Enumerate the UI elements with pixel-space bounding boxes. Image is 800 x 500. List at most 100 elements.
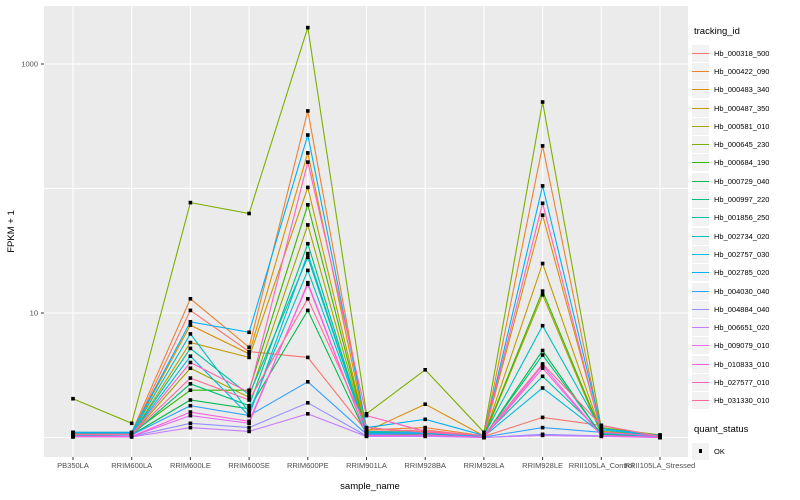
data-point-marker <box>71 432 75 437</box>
x-tick-label: RRII105LA_Stressed <box>625 461 695 470</box>
legend-key-line-icon <box>692 235 709 237</box>
data-point-marker <box>129 421 134 426</box>
legend-entry: Hb_000487_350 <box>692 99 798 117</box>
legend-entry: Hb_000422_090 <box>692 62 798 80</box>
x-tick-label: RRIM600LE <box>170 461 211 470</box>
legend-entry-label: Hb_000483_340 <box>714 85 770 95</box>
data-point-marker <box>306 223 310 227</box>
data-point-marker <box>540 353 545 357</box>
data-point-marker <box>540 425 545 430</box>
data-point-marker <box>306 355 310 360</box>
legend-entry: Hb_000684_190 <box>692 154 798 172</box>
data-point-marker <box>247 395 251 400</box>
legend-entry-label: Hb_000422_090 <box>714 66 770 76</box>
legend-entries: Hb_000318_500 Hb_000422_090 Hb_000483_340 H… <box>692 44 798 410</box>
data-point-marker <box>188 425 193 430</box>
data-point-marker <box>247 413 251 418</box>
legend-key-line-icon <box>692 400 709 402</box>
legend-entry-label: Hb_027577_010 <box>714 377 770 387</box>
data-point-marker <box>129 434 134 439</box>
data-point-marker <box>188 354 193 358</box>
legend-key-box <box>692 300 709 318</box>
data-point-marker <box>188 413 193 418</box>
data-point-marker <box>599 433 604 438</box>
data-point-marker <box>540 415 545 420</box>
legend-panel: tracking_id Hb_000318_500 Hb_000422_090 Hb… <box>692 26 798 460</box>
data-point-marker <box>540 289 545 293</box>
legend-entry-label: Hb_000581_010 <box>714 121 770 131</box>
data-point-marker <box>306 297 310 301</box>
x-axis-title: sample_name <box>340 481 400 492</box>
legend-entry-label: Hb_000997_220 <box>714 195 770 205</box>
data-point-marker <box>423 417 427 422</box>
data-point-marker <box>247 390 251 395</box>
data-point-marker <box>306 255 310 260</box>
legend-key-box <box>692 392 709 410</box>
legend-key-box <box>692 117 709 135</box>
data-point-marker <box>306 133 310 137</box>
legend-entry-label: Hb_000729_040 <box>714 176 770 186</box>
legend-entry-label: Hb_000318_500 <box>714 48 770 58</box>
data-point-marker <box>540 293 545 297</box>
data-point-marker <box>247 419 251 424</box>
data-point-marker <box>247 407 251 411</box>
legend-key-line-icon <box>692 180 709 182</box>
data-point-marker <box>540 348 545 353</box>
data-point-marker <box>306 251 310 256</box>
legend-entry: Hb_031330_010 <box>692 392 798 410</box>
legend-entry: Hb_002785_020 <box>692 264 798 282</box>
data-point-marker <box>423 402 427 406</box>
legend-entry-label: Hb_002757_030 <box>714 249 770 259</box>
y-tick-label: 10 <box>30 309 38 318</box>
data-point-marker <box>188 421 193 426</box>
legend-key-box <box>692 319 709 337</box>
legend-entry-label: Hb_004884_040 <box>714 304 770 314</box>
data-point-marker <box>540 366 545 370</box>
data-point-marker <box>188 200 193 205</box>
data-point-marker <box>247 393 251 397</box>
data-point-marker <box>599 426 604 431</box>
data-point-marker <box>482 433 486 438</box>
legend-entry-label: Hb_009079_010 <box>714 341 770 351</box>
y-axis-title: FPKM + 1 <box>6 210 17 253</box>
black-square-point-icon <box>698 449 703 453</box>
legend-key-box <box>692 172 709 190</box>
legend-key-box <box>692 373 709 391</box>
data-point-marker <box>129 430 134 435</box>
data-point-marker <box>306 160 310 164</box>
legend-key-line-icon <box>692 125 709 127</box>
data-point-marker <box>364 433 369 438</box>
legend-key-box <box>692 355 709 373</box>
data-point-marker <box>540 184 545 188</box>
x-tick-label: RRIM928LE <box>522 461 563 470</box>
legend-entry: Hb_000318_500 <box>692 44 798 62</box>
legend-title-quant-status: quant_status <box>694 423 749 435</box>
x-tick-label: RRIM928BA <box>404 461 446 470</box>
legend-entry: Hb_006651_020 <box>692 318 798 337</box>
data-point-marker <box>247 349 251 354</box>
data-point-marker <box>188 398 193 402</box>
legend-key-box <box>692 99 709 117</box>
data-point-marker <box>188 360 193 365</box>
legend-entry-label: Hb_004030_040 <box>714 286 770 296</box>
data-point-marker <box>247 398 251 402</box>
legend-key-line-icon <box>692 253 709 255</box>
legend-key-box <box>692 136 709 154</box>
x-tick-label: RRII105LA_Control <box>569 461 634 470</box>
y-tick-label: 1000 <box>21 60 38 69</box>
legend-entry: Hb_010833_010 <box>692 355 798 373</box>
legend-key-box <box>692 337 709 355</box>
data-point-marker <box>423 430 427 435</box>
legend-key-box <box>692 44 709 62</box>
data-point-marker <box>247 345 251 350</box>
data-point-marker <box>247 211 251 216</box>
legend-key-line-icon <box>692 70 709 72</box>
legend-entry-label: Hb_000487_350 <box>714 103 770 113</box>
data-point-marker <box>188 366 193 370</box>
legend-entry: Hb_000483_340 <box>692 81 798 99</box>
legend-entry-label: Hb_000684_190 <box>714 158 770 168</box>
data-point-marker <box>129 432 134 437</box>
legend-entry-label: Hb_002734_020 <box>714 231 770 241</box>
data-point-marker <box>306 25 310 30</box>
data-point-marker <box>247 403 251 408</box>
